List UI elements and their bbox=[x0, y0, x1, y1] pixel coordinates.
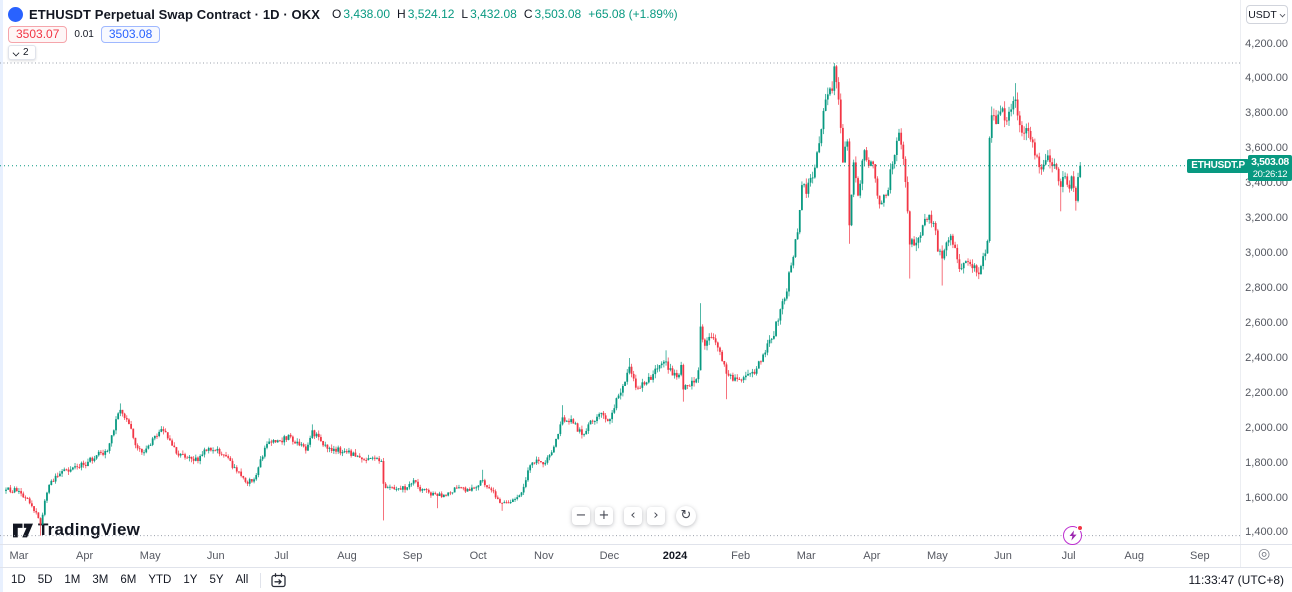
range-1M-button[interactable]: 1M bbox=[64, 574, 81, 586]
ohlc-low-label: L bbox=[461, 7, 469, 21]
range-All-button[interactable]: All bbox=[235, 574, 249, 586]
time-axis-label: Mar bbox=[796, 550, 816, 562]
candlestick-chart[interactable] bbox=[0, 0, 1240, 545]
go-to-date-button[interactable] bbox=[267, 570, 289, 590]
watermark-text: TradingView bbox=[38, 520, 141, 539]
price-axis-label: 3,600.00 bbox=[1245, 142, 1288, 155]
sell-bid-button[interactable]: 3503.07 bbox=[8, 25, 68, 43]
range-1D-button[interactable]: 1D bbox=[11, 574, 26, 586]
chevron-down-icon bbox=[13, 49, 20, 56]
scroll-left-button[interactable]: ‹ bbox=[624, 507, 642, 525]
chevron-down-icon bbox=[1280, 12, 1286, 18]
broker-logo-icon bbox=[8, 6, 23, 22]
ohlc-values: O 3,438.00 H 3,524.12 L 3,432.08 C 3,503… bbox=[332, 7, 678, 21]
tradingview-logo-icon bbox=[13, 523, 33, 537]
toolbar-divider bbox=[0, 567, 1292, 568]
range-1Y-button[interactable]: 1Y bbox=[183, 574, 198, 586]
range-toolbar: 1D 5D 1M 3M 6M YTD 1Y 5Y All bbox=[0, 568, 1292, 592]
ohlc-high-value: 3,524.12 bbox=[407, 7, 455, 21]
time-axis-label: Nov bbox=[534, 550, 554, 562]
price-axis-label: 2,600.00 bbox=[1245, 316, 1288, 329]
time-axis-label: Mar bbox=[9, 550, 29, 562]
price-line-symbol-tag: ETHUSDT.P bbox=[1187, 159, 1249, 173]
lightning-icon bbox=[1069, 530, 1077, 541]
ohlc-low-value: 3,432.08 bbox=[470, 7, 517, 21]
price-axis-label: 3,200.00 bbox=[1245, 212, 1288, 225]
time-axis-label: May bbox=[139, 550, 161, 562]
time-axis-label: Sep bbox=[1190, 550, 1210, 562]
time-axis-label: Jun bbox=[206, 550, 225, 562]
notification-dot bbox=[1077, 525, 1083, 531]
time-scale-divider bbox=[0, 544, 1292, 545]
price-axis-label: 3,800.00 bbox=[1245, 107, 1288, 120]
ohlc-close-value: 3,503.08 bbox=[534, 7, 582, 21]
price-axis-label: 2,800.00 bbox=[1245, 281, 1288, 294]
indicator-count: 2 bbox=[23, 47, 29, 58]
time-axis-label: May bbox=[927, 550, 948, 562]
time-axis-label: Dec bbox=[599, 550, 620, 562]
time-axis-label: Jun bbox=[994, 550, 1012, 562]
symbol-title[interactable]: ETHUSDT Perpetual Swap Contract · 1D · O… bbox=[29, 6, 320, 22]
price-axis-label: 4,000.00 bbox=[1245, 72, 1288, 85]
buy-ask-button[interactable]: 3503.08 bbox=[100, 25, 161, 43]
price-axis-label: 2,000.00 bbox=[1245, 421, 1288, 434]
tradingview-watermark: TradingView bbox=[13, 520, 140, 540]
ohlc-close-label: C bbox=[523, 7, 533, 21]
ohlc-open-label: O bbox=[331, 7, 342, 21]
currency-label: USDT bbox=[1248, 8, 1277, 21]
last-price-badge: 3,503.08 20:26:12 bbox=[1248, 155, 1292, 181]
range-3M-button[interactable]: 3M bbox=[92, 574, 109, 586]
price-axis-label: 1,600.00 bbox=[1245, 491, 1288, 504]
time-axis-label: Sep bbox=[402, 550, 423, 562]
time-axis-label: Oct bbox=[469, 550, 487, 562]
price-scale[interactable]: 4,200.00 4,000.00 3,800.00 3,600.00 3,400.00… bbox=[1240, 0, 1292, 545]
chart-nav-cluster: − + ‹ › ↻ bbox=[572, 506, 696, 526]
time-axis-label: Apr bbox=[76, 550, 94, 562]
price-axis-label: 2,200.00 bbox=[1245, 386, 1288, 399]
time-axis-label: Jul bbox=[1061, 550, 1076, 562]
range-5Y-button[interactable]: 5Y bbox=[209, 574, 224, 586]
spread-value: 0.01 bbox=[74, 28, 94, 40]
price-scale-divider bbox=[1240, 0, 1241, 567]
last-price-value: 3,503.08 bbox=[1251, 156, 1289, 168]
time-axis-label: Jul bbox=[274, 550, 289, 562]
range-5D-button[interactable]: 5D bbox=[37, 574, 53, 586]
toolbar-separator bbox=[260, 572, 262, 588]
bid-ask-row: 3503.07 0.01 3503.08 bbox=[8, 25, 161, 43]
clock-utc-label[interactable]: 11:33:47 (UTC+8) bbox=[1188, 573, 1285, 587]
time-scale[interactable]: Mar Apr May Jun Jul Aug Sep Oct Nov Dec 2024 Feb Mar… bbox=[0, 545, 1240, 567]
time-axis-label: Aug bbox=[1124, 550, 1144, 562]
ohlc-change: +65.08 (+1.89%) bbox=[588, 7, 678, 21]
price-axis-label: 3,000.00 bbox=[1245, 247, 1288, 260]
ohlc-high-label: H bbox=[397, 7, 406, 21]
price-axis-label: 1,800.00 bbox=[1245, 456, 1288, 469]
left-panel-edge bbox=[0, 0, 3, 592]
currency-select[interactable]: USDT bbox=[1246, 5, 1288, 24]
calendar-arrow-icon bbox=[271, 572, 286, 587]
range-YTD-button[interactable]: YTD bbox=[148, 574, 172, 586]
chart-legend: ETHUSDT Perpetual Swap Contract · 1D · O… bbox=[8, 5, 678, 23]
bar-countdown: 20:26:12 bbox=[1252, 169, 1288, 180]
reset-chart-button[interactable]: ↻ bbox=[676, 506, 696, 526]
time-axis-label: Aug bbox=[337, 550, 357, 562]
legend-collapse-button[interactable]: 2 bbox=[8, 45, 36, 60]
time-axis-label: Feb bbox=[731, 550, 751, 562]
spark-events-button[interactable] bbox=[1063, 525, 1083, 545]
target-icon[interactable]: ◎ bbox=[1258, 546, 1271, 562]
range-6M-button[interactable]: 6M bbox=[120, 574, 137, 586]
price-axis-label: 2,400.00 bbox=[1245, 351, 1288, 364]
time-axis-label: 2024 bbox=[662, 550, 688, 562]
scroll-right-button[interactable]: › bbox=[647, 507, 665, 525]
ohlc-open-value: 3,438.00 bbox=[343, 7, 391, 21]
price-axis-label: 4,200.00 bbox=[1245, 37, 1288, 50]
time-axis-label: Apr bbox=[863, 550, 881, 562]
zoom-out-button[interactable]: − bbox=[572, 507, 590, 525]
zoom-in-button[interactable]: + bbox=[595, 507, 613, 525]
price-axis-label: 1,400.00 bbox=[1245, 526, 1288, 539]
